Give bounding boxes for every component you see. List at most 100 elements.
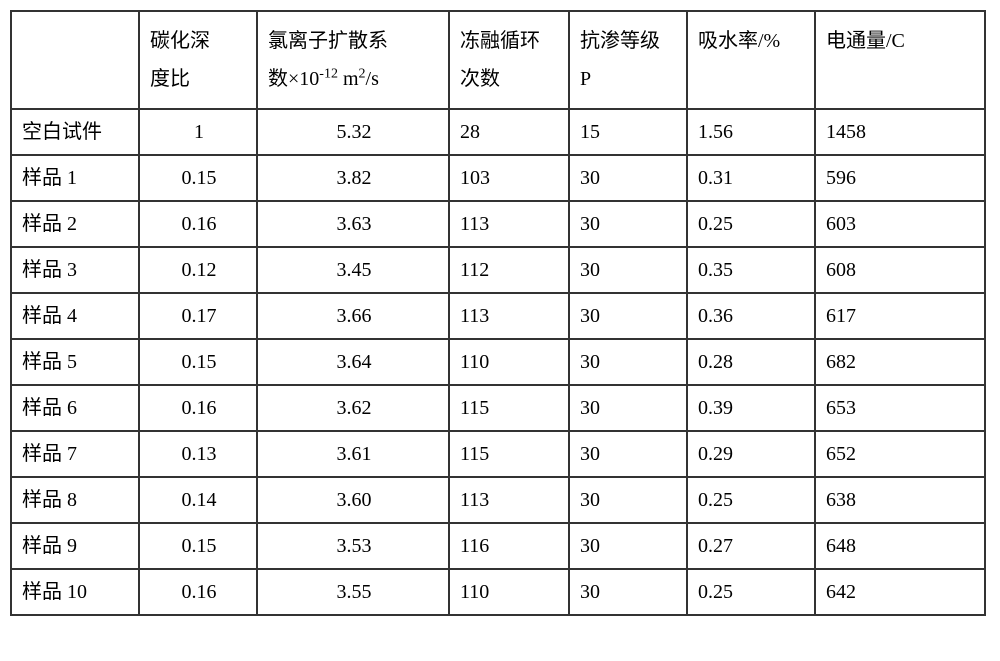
table-row: 样品 50.153.64110300.28682 [11,339,985,385]
cell-electric: 653 [815,385,985,431]
cell-permeability: 30 [569,293,687,339]
cell-permeability: 30 [569,477,687,523]
header-permeability: 抗渗等级 P [569,11,687,109]
cell-carbonation: 0.13 [139,431,257,477]
table-row: 样品 100.163.55110300.25642 [11,569,985,615]
cell-freeze-thaw: 103 [449,155,569,201]
cell-label: 空白试件 [11,109,139,155]
cell-absorption: 0.31 [687,155,815,201]
cell-label: 样品 8 [11,477,139,523]
cell-chloride: 3.55 [257,569,449,615]
cell-chloride: 3.63 [257,201,449,247]
cell-electric: 596 [815,155,985,201]
header-freeze-thaw: 冻融循环 次数 [449,11,569,109]
cell-absorption: 0.25 [687,477,815,523]
cell-label: 样品 3 [11,247,139,293]
cell-freeze-thaw: 113 [449,201,569,247]
cell-label: 样品 7 [11,431,139,477]
cell-freeze-thaw: 113 [449,477,569,523]
cell-permeability: 30 [569,339,687,385]
cell-permeability: 30 [569,201,687,247]
cell-electric: 642 [815,569,985,615]
cell-freeze-thaw: 112 [449,247,569,293]
cell-label: 样品 5 [11,339,139,385]
header-electric: 电通量/C [815,11,985,109]
cell-permeability: 30 [569,431,687,477]
cell-carbonation: 0.15 [139,523,257,569]
cell-absorption: 0.27 [687,523,815,569]
cell-chloride: 3.45 [257,247,449,293]
cell-label: 样品 9 [11,523,139,569]
cell-electric: 648 [815,523,985,569]
cell-freeze-thaw: 110 [449,339,569,385]
cell-permeability: 30 [569,385,687,431]
cell-label: 样品 6 [11,385,139,431]
cell-chloride: 3.60 [257,477,449,523]
table-row: 样品 80.143.60113300.25638 [11,477,985,523]
cell-permeability: 30 [569,523,687,569]
cell-carbonation: 0.14 [139,477,257,523]
cell-label: 样品 4 [11,293,139,339]
cell-electric: 608 [815,247,985,293]
cell-permeability: 30 [569,569,687,615]
header-chloride: 氯离子扩散系 数×10-12 m2/s [257,11,449,109]
table-row: 样品 30.123.45112300.35608 [11,247,985,293]
header-label [11,11,139,109]
cell-carbonation: 0.16 [139,569,257,615]
cell-absorption: 0.28 [687,339,815,385]
cell-chloride: 3.53 [257,523,449,569]
cell-freeze-thaw: 113 [449,293,569,339]
cell-permeability: 30 [569,155,687,201]
cell-chloride: 3.64 [257,339,449,385]
cell-electric: 603 [815,201,985,247]
cell-electric: 682 [815,339,985,385]
cell-carbonation: 0.15 [139,339,257,385]
cell-carbonation: 0.16 [139,385,257,431]
cell-electric: 652 [815,431,985,477]
cell-freeze-thaw: 115 [449,385,569,431]
cell-chloride: 3.61 [257,431,449,477]
cell-chloride: 3.82 [257,155,449,201]
cell-carbonation: 0.17 [139,293,257,339]
cell-freeze-thaw: 116 [449,523,569,569]
cell-chloride: 3.66 [257,293,449,339]
cell-electric: 617 [815,293,985,339]
cell-label: 样品 2 [11,201,139,247]
cell-carbonation: 0.12 [139,247,257,293]
cell-freeze-thaw: 28 [449,109,569,155]
cell-label: 样品 1 [11,155,139,201]
cell-permeability: 30 [569,247,687,293]
cell-absorption: 1.56 [687,109,815,155]
cell-label: 样品 10 [11,569,139,615]
cell-absorption: 0.29 [687,431,815,477]
cell-permeability: 15 [569,109,687,155]
table-row: 样品 70.133.61115300.29652 [11,431,985,477]
table-row: 样品 40.173.66113300.36617 [11,293,985,339]
header-absorption: 吸水率/% [687,11,815,109]
header-chloride-sup2: 2 [359,66,366,81]
cell-absorption: 0.35 [687,247,815,293]
cell-carbonation: 0.16 [139,201,257,247]
table-row: 空白试件15.3228151.561458 [11,109,985,155]
table-row: 样品 90.153.53116300.27648 [11,523,985,569]
cell-absorption: 0.36 [687,293,815,339]
cell-electric: 1458 [815,109,985,155]
cell-carbonation: 1 [139,109,257,155]
data-table: 碳化深 度比 氯离子扩散系 数×10-12 m2/s 冻融循环 次数 抗渗等级 … [10,10,986,616]
cell-freeze-thaw: 110 [449,569,569,615]
table-header-row: 碳化深 度比 氯离子扩散系 数×10-12 m2/s 冻融循环 次数 抗渗等级 … [11,11,985,109]
cell-absorption: 0.25 [687,569,815,615]
cell-electric: 638 [815,477,985,523]
cell-chloride: 3.62 [257,385,449,431]
header-chloride-post: /s [366,68,379,90]
header-carbonation: 碳化深 度比 [139,11,257,109]
table-row: 样品 20.163.63113300.25603 [11,201,985,247]
header-chloride-sup1: -12 [319,66,338,81]
cell-absorption: 0.25 [687,201,815,247]
table-row: 样品 60.163.62115300.39653 [11,385,985,431]
cell-carbonation: 0.15 [139,155,257,201]
cell-absorption: 0.39 [687,385,815,431]
header-chloride-mid: m [338,68,359,90]
table-row: 样品 10.153.82103300.31596 [11,155,985,201]
cell-chloride: 5.32 [257,109,449,155]
